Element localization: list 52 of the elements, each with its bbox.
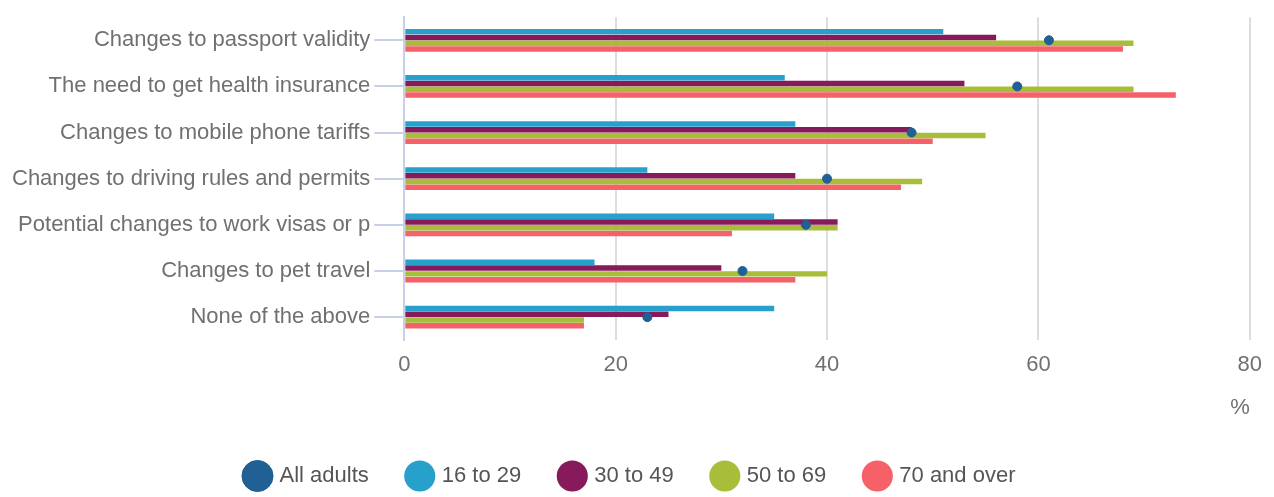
legend-label: 30 to 49 — [594, 462, 674, 488]
bar — [405, 28, 944, 35]
x-axis-title: % — [1230, 393, 1250, 419]
legend-label: 70 and over — [899, 462, 1016, 488]
bar — [405, 75, 785, 81]
bar — [405, 34, 997, 41]
legend-label: 16 to 29 — [441, 462, 522, 488]
bar — [405, 86, 1134, 93]
bar — [405, 224, 838, 231]
x-tick-label: 60 — [1026, 351, 1051, 377]
bar — [405, 265, 722, 271]
y-tick-label: Changes to passport validity — [93, 26, 371, 52]
bar — [405, 305, 775, 312]
point — [822, 173, 833, 184]
x-tick-label: 80 — [1237, 351, 1263, 377]
bar — [405, 46, 1123, 52]
y-tick-label: Changes to mobile phone tariffs — [60, 118, 371, 144]
point — [1012, 81, 1023, 92]
y-tick-label: None of the above — [190, 303, 371, 329]
point — [642, 312, 653, 323]
y-tick-label: Potential changes to work visas or p — [18, 210, 371, 236]
bar — [405, 132, 986, 139]
bar — [405, 259, 595, 266]
point — [800, 219, 811, 230]
point — [906, 127, 917, 138]
bar — [405, 121, 796, 127]
bar — [405, 40, 1134, 46]
x-tick-label: 0 — [398, 351, 411, 377]
bar — [405, 276, 796, 283]
bar — [405, 317, 584, 323]
bar — [405, 213, 775, 219]
bar — [405, 92, 1176, 98]
y-tick-label: Changes to driving rules and permits — [12, 164, 371, 190]
bar — [405, 173, 796, 179]
bar — [405, 126, 912, 133]
bar — [405, 184, 902, 191]
x-tick-label: 40 — [814, 351, 840, 377]
y-tick-label: The need to get health insurance — [48, 72, 371, 98]
x-tick-label: 20 — [603, 351, 628, 377]
point — [1043, 35, 1054, 46]
bar — [405, 271, 828, 277]
bar — [405, 219, 838, 225]
y-tick-label: Changes to pet travel — [161, 257, 371, 283]
bar — [405, 323, 584, 329]
bar — [405, 138, 933, 144]
bar — [405, 230, 732, 237]
bar — [405, 167, 648, 173]
bar — [405, 80, 965, 87]
legend-label: All adults — [279, 462, 369, 488]
bar — [405, 178, 923, 185]
legend-label: 50 to 69 — [746, 462, 827, 488]
point — [737, 265, 748, 276]
